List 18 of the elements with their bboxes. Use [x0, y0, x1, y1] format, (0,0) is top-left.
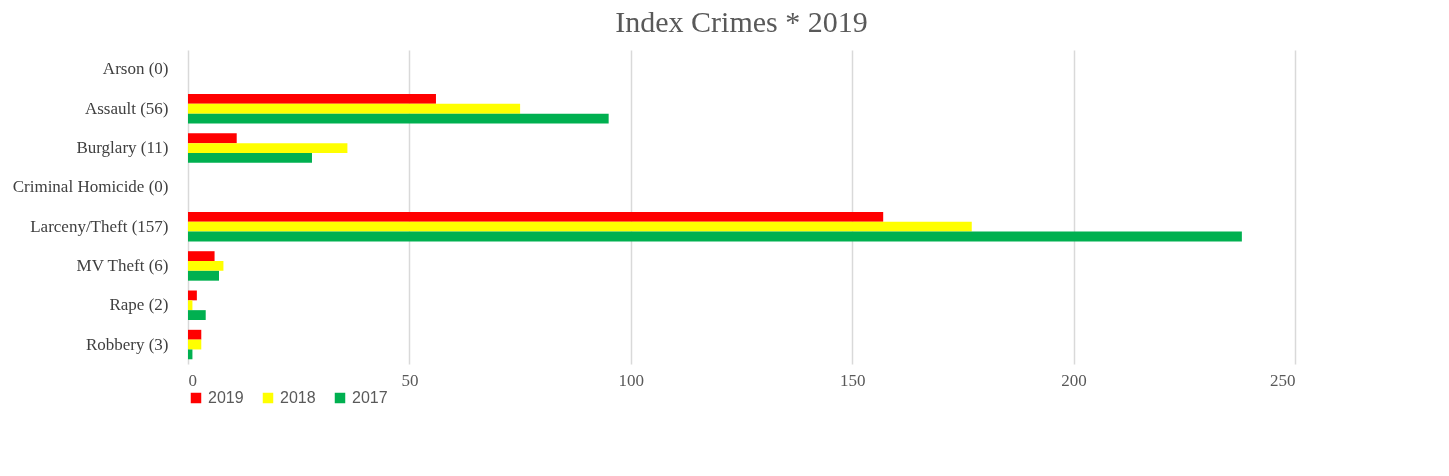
y-tick-label: MV Theft (6) [76, 255, 169, 275]
legend-label: 2017 [352, 389, 388, 406]
x-tick-label: 0 [188, 370, 197, 390]
y-tick-label: Assault (56) [84, 98, 169, 118]
x-tick-label: 200 [1061, 370, 1087, 390]
y-tick-label: Arson (0) [102, 59, 169, 79]
x-tick-label: 50 [401, 370, 419, 390]
y-tick-label: Burglary (11) [76, 138, 169, 158]
x-tick-label: 150 [839, 370, 866, 390]
y-tick-label: Rape (2) [109, 295, 169, 315]
chart-title: Index Crimes * 2019 [615, 5, 868, 38]
x-tick-label: 250 [1270, 370, 1296, 390]
legend-label: 2018 [280, 389, 316, 406]
y-tick-label: Criminal Homicide (0) [12, 177, 169, 197]
y-tick-label: Robbery (3) [85, 334, 169, 354]
y-tick-label: Larceny/Theft (157) [30, 216, 169, 236]
x-tick-label: 100 [618, 370, 645, 390]
legend-label: 2019 [208, 389, 244, 406]
